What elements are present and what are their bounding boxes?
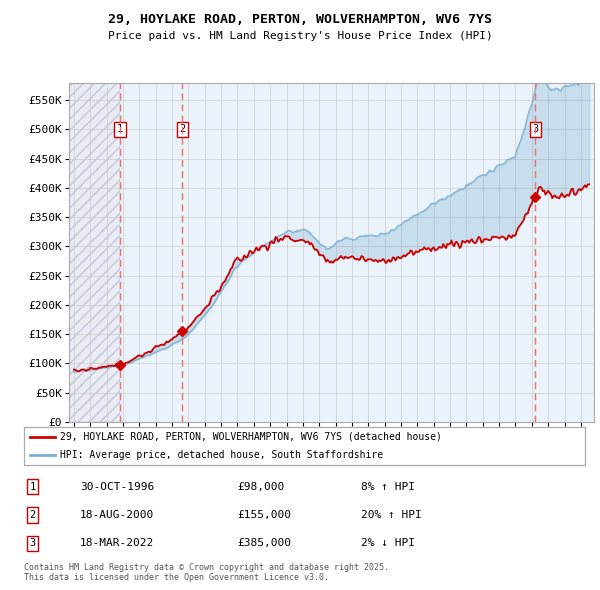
Text: £98,000: £98,000 [237, 482, 284, 491]
Text: 3: 3 [532, 124, 538, 135]
Text: Price paid vs. HM Land Registry's House Price Index (HPI): Price paid vs. HM Land Registry's House … [107, 31, 493, 41]
Text: £155,000: £155,000 [237, 510, 291, 520]
Text: 30-OCT-1996: 30-OCT-1996 [80, 482, 154, 491]
Text: 8% ↑ HPI: 8% ↑ HPI [361, 482, 415, 491]
Text: 18-MAR-2022: 18-MAR-2022 [80, 539, 154, 548]
Bar [69, 83, 120, 422]
Text: 2: 2 [29, 510, 35, 520]
Text: HPI: Average price, detached house, South Staffordshire: HPI: Average price, detached house, Sout… [61, 450, 383, 460]
Text: 18-AUG-2000: 18-AUG-2000 [80, 510, 154, 520]
Text: 29, HOYLAKE ROAD, PERTON, WOLVERHAMPTON, WV6 7YS: 29, HOYLAKE ROAD, PERTON, WOLVERHAMPTON,… [108, 13, 492, 26]
Text: 2% ↓ HPI: 2% ↓ HPI [361, 539, 415, 548]
Bar [120, 83, 594, 422]
Text: £385,000: £385,000 [237, 539, 291, 548]
Text: Contains HM Land Registry data © Crown copyright and database right 2025.
This d: Contains HM Land Registry data © Crown c… [24, 563, 389, 582]
Text: 29, HOYLAKE ROAD, PERTON, WOLVERHAMPTON, WV6 7YS (detached house): 29, HOYLAKE ROAD, PERTON, WOLVERHAMPTON,… [61, 432, 442, 442]
Text: 3: 3 [29, 539, 35, 548]
Text: 1: 1 [29, 482, 35, 491]
Text: 1: 1 [117, 124, 124, 135]
Text: 20% ↑ HPI: 20% ↑ HPI [361, 510, 421, 520]
Text: 2: 2 [179, 124, 185, 135]
